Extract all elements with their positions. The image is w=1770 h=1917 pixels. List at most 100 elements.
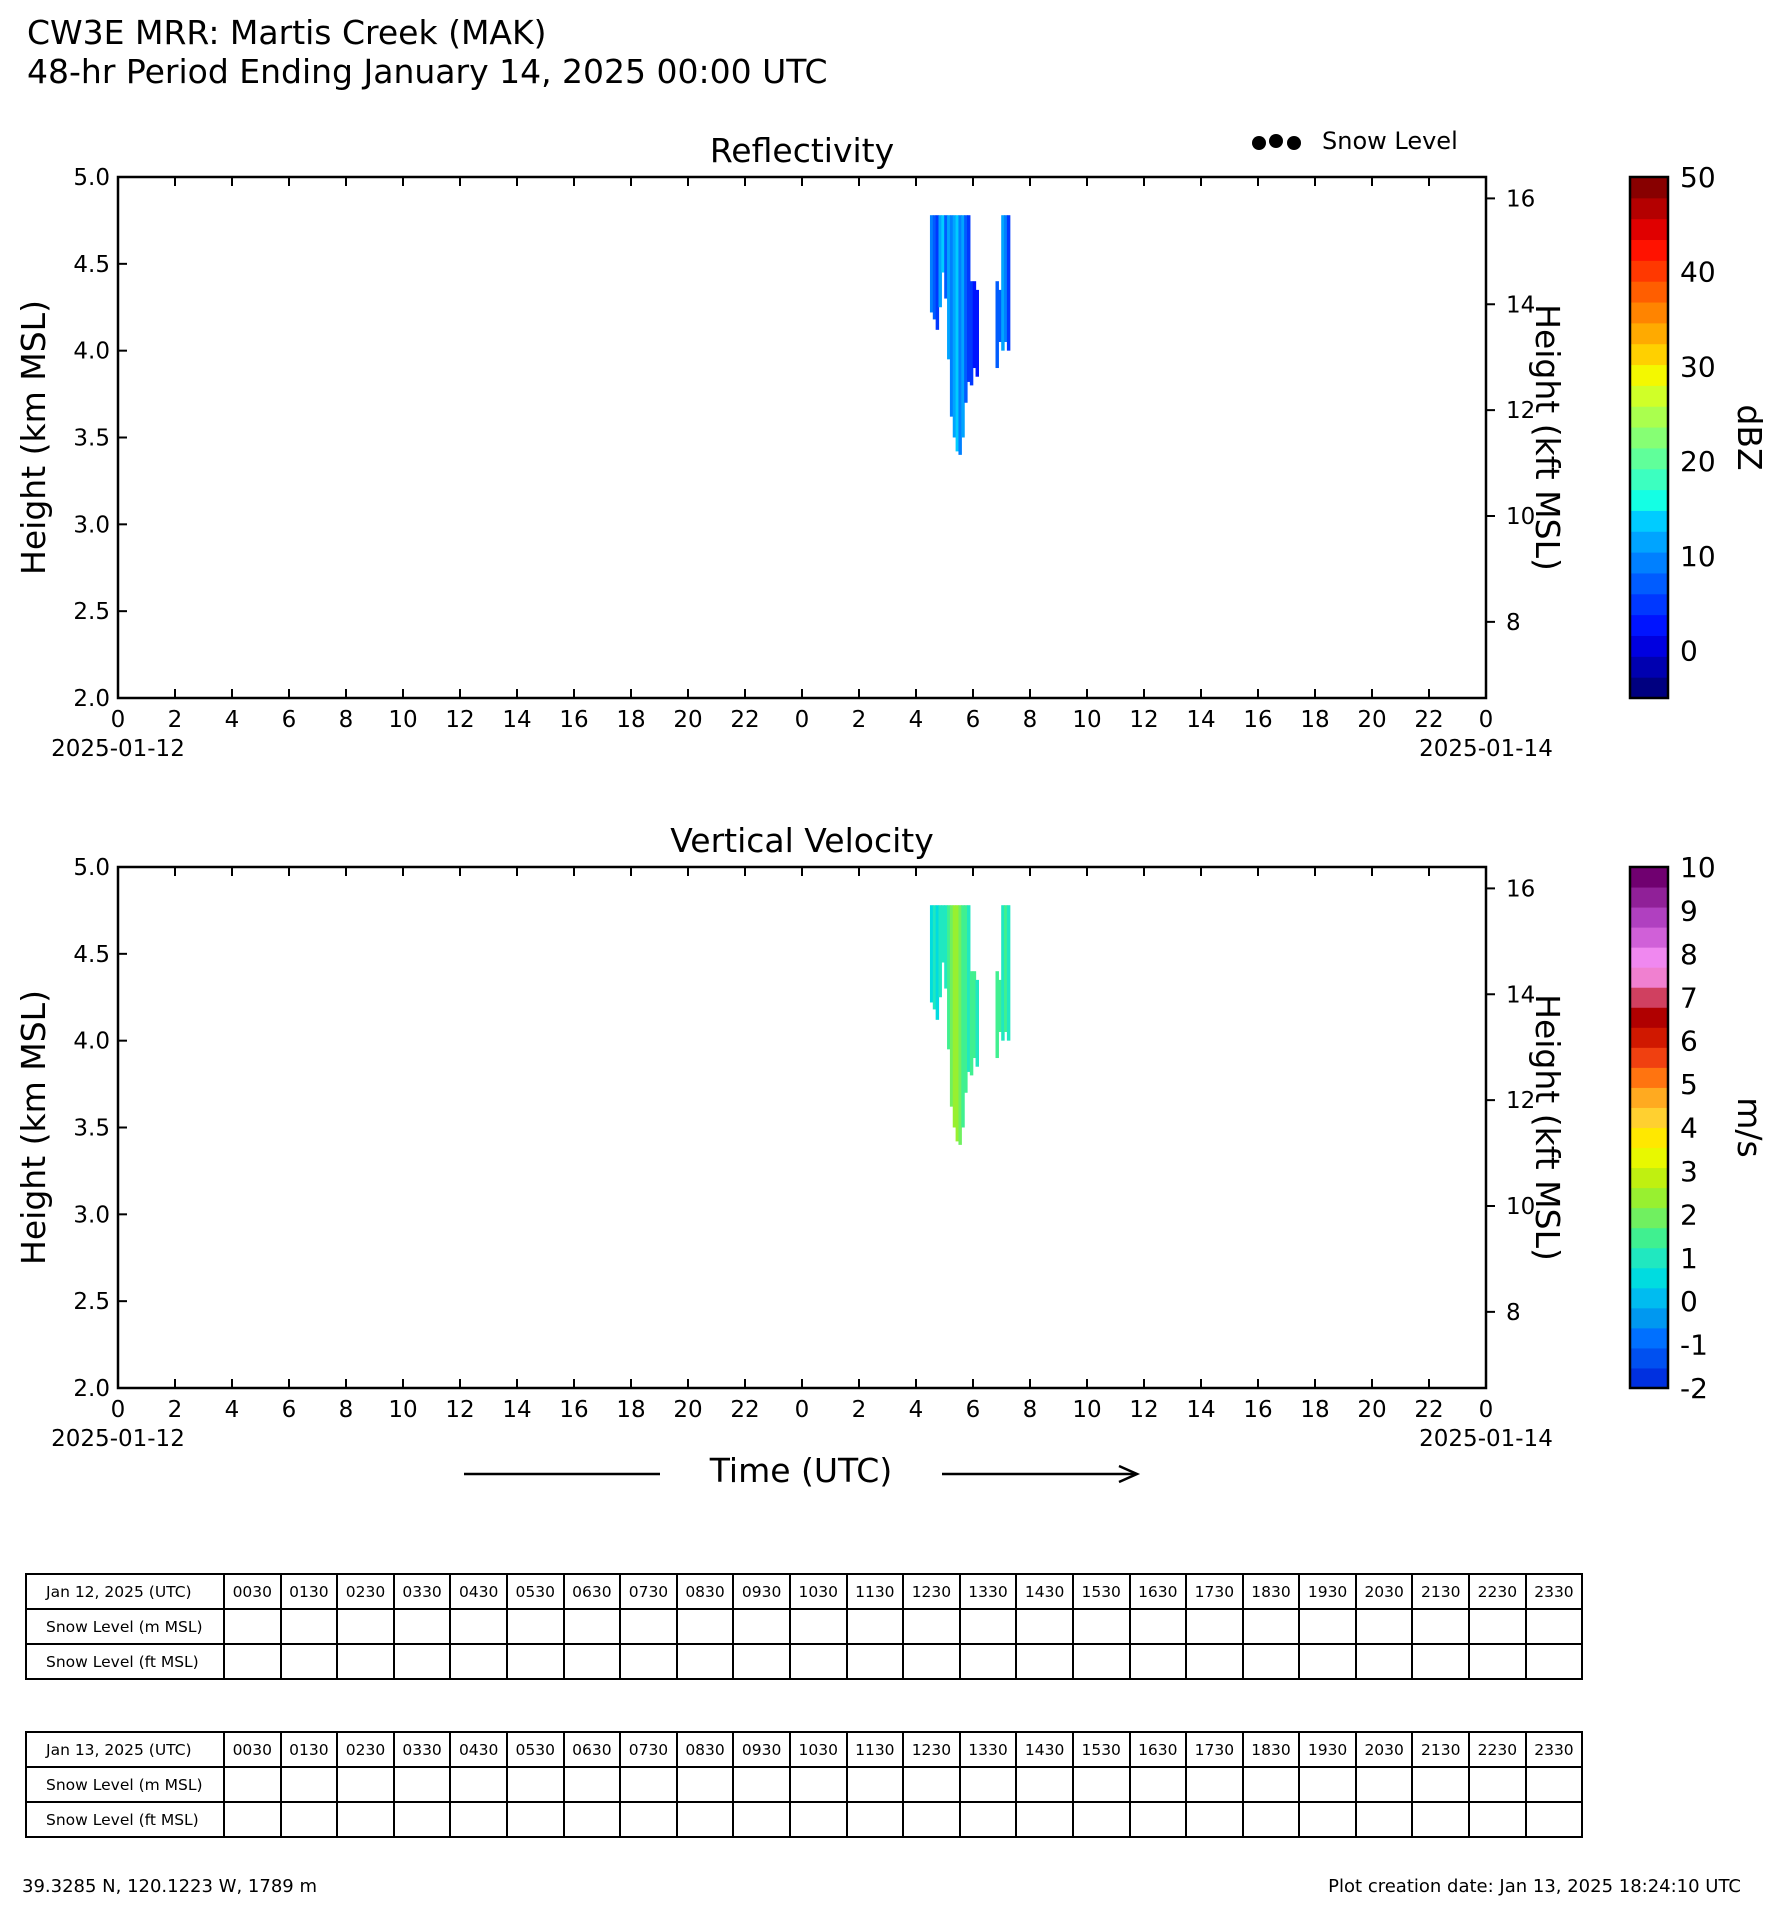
- x-tick-label: 20: [1357, 1397, 1386, 1423]
- table-value-cell: [449, 1801, 508, 1838]
- table-time-cell: 1030: [788, 1731, 848, 1768]
- table-time-cell: 0130: [279, 1573, 339, 1610]
- echo-column: [952, 215, 957, 438]
- table-row: Snow Level (m MSL): [25, 1766, 1584, 1803]
- colorbar-segment: [1630, 510, 1668, 532]
- colorbar-tick-label: -2: [1680, 1372, 1708, 1405]
- echo-column: [1001, 215, 1005, 351]
- colorbar-segment: [1630, 1087, 1668, 1108]
- table-time-cell: 0730: [619, 1573, 678, 1610]
- table-row: Snow Level (ft MSL): [25, 1643, 1584, 1680]
- echo-column: [944, 215, 948, 299]
- echo-column: [941, 905, 945, 963]
- table-header-row: Jan 13, 2025 (UTC) 0030 0130 0230 0330 0430 05…: [25, 1731, 1584, 1768]
- table-value-cell: [1015, 1643, 1074, 1680]
- table-value-cell: [1128, 1801, 1188, 1838]
- arrow-right-icon: [1118, 1464, 1141, 1484]
- reflectivity-panel: Reflectivity 2.0 2.5 3.0 3.5 4.0 4.5 5.0 8 10 12 14…: [14, 131, 1769, 762]
- colorbar-segment: [1630, 322, 1668, 345]
- table-value-cell: [1354, 1766, 1414, 1803]
- table-time-cell: 1630: [1128, 1731, 1188, 1768]
- x-tick-label: 2: [852, 707, 867, 733]
- colorbar-segment: [1630, 887, 1668, 908]
- echo-column: [929, 215, 934, 313]
- table-value-cell: [958, 1643, 1018, 1680]
- table-time-cell: 0930: [732, 1573, 791, 1610]
- table-time-cell: 2330: [1524, 1731, 1584, 1768]
- table-time-cell: 1230: [902, 1731, 961, 1768]
- snow-level-legend-label: Snow Level: [1322, 127, 1458, 155]
- table-time-cell: 0130: [279, 1731, 339, 1768]
- echo-column: [998, 289, 1002, 342]
- table-value-cell: [902, 1801, 961, 1838]
- table-value-cell: [1298, 1608, 1357, 1645]
- station-location: 39.3285 N, 120.1223 W, 1789 m: [22, 1876, 317, 1897]
- colorbar-frame: [1628, 865, 1670, 1390]
- y-tick-label: 2.0: [73, 686, 110, 712]
- table-value-cell: [732, 1801, 791, 1838]
- table-value-cell: [392, 1643, 452, 1680]
- echo-column: [995, 281, 999, 369]
- colorbar-segment: [1630, 1187, 1668, 1209]
- snow-level-table-jan12: Jan 12, 2025 (UTC) 0030 0130 0230 0330 0430 05…: [25, 1573, 1584, 1680]
- table-time-cell: 1430: [1015, 1573, 1074, 1610]
- table-value-cell: [392, 1801, 452, 1838]
- table-time-cell: 1330: [958, 1573, 1018, 1610]
- echo-column: [947, 905, 951, 1050]
- table-value-cell: [1071, 1643, 1131, 1680]
- colorbar-segment: [1630, 1167, 1668, 1189]
- colorbar-segment: [1630, 239, 1668, 261]
- y-tick-label: 2.5: [73, 599, 110, 625]
- table-time-cell: 1930: [1298, 1731, 1357, 1768]
- colorbar-segment: [1630, 987, 1668, 1008]
- echo-column: [958, 215, 962, 455]
- colorbar-tick-label: 5: [1680, 1068, 1698, 1101]
- y-right-tick-label: 14: [1506, 292, 1535, 318]
- y-right-tick-label: 8: [1506, 1300, 1521, 1326]
- table-value-cell: [1411, 1766, 1471, 1803]
- colorbar-segment: [1630, 967, 1668, 988]
- table-value-cell: [1185, 1801, 1244, 1838]
- x-tick-label: 10: [1072, 1397, 1101, 1423]
- table-time-cell: 2130: [1411, 1731, 1471, 1768]
- title-line-1: CW3E MRR: Martis Creek (MAK): [27, 13, 547, 52]
- y-tick-label: 5.0: [73, 855, 110, 881]
- colorbar-segment: [1630, 1307, 1668, 1329]
- table-time-cell: 0830: [675, 1731, 735, 1768]
- echo-column: [947, 215, 951, 360]
- table-value-cell: [562, 1643, 622, 1680]
- x-tick-label: 16: [1243, 1397, 1272, 1423]
- x-tick-label: 14: [1186, 707, 1215, 733]
- table-value-cell: [619, 1801, 678, 1838]
- table-time-cell: 0830: [675, 1573, 735, 1610]
- table-value-cell: [1468, 1608, 1527, 1645]
- x-tick-label: 20: [673, 1397, 702, 1423]
- table-time-cell: 0030: [223, 1731, 282, 1768]
- x-date-start: 2025-01-12: [51, 1426, 185, 1452]
- echo-column: [1006, 215, 1011, 351]
- table-value-cell: [1185, 1766, 1244, 1803]
- table-value-cell: [449, 1766, 508, 1803]
- colorbar-tick-label: 50: [1680, 161, 1716, 194]
- y-tick-label: 4.5: [73, 252, 110, 278]
- table-value-cell: [675, 1643, 735, 1680]
- colorbar-label: dBZ: [1730, 404, 1769, 470]
- snow-level-legend: Snow Level: [1252, 127, 1458, 155]
- table-value-cell: [223, 1766, 282, 1803]
- x-tick-label: 14: [502, 707, 531, 733]
- echo-column: [944, 905, 948, 989]
- y-right-tick-label: 14: [1506, 982, 1535, 1008]
- table-time-cell: 1830: [1241, 1731, 1301, 1768]
- x-tick-label: 16: [559, 707, 588, 733]
- table-time-cell: 0430: [449, 1573, 508, 1610]
- table-value-cell: [1411, 1643, 1471, 1680]
- echo-column: [972, 971, 977, 1059]
- table-value-cell: [958, 1766, 1018, 1803]
- table-value-cell: [392, 1766, 452, 1803]
- colorbar-frame: [1628, 175, 1670, 700]
- table-value-cell: [788, 1801, 848, 1838]
- table-date-label: Jan 12, 2025 (UTC): [25, 1573, 225, 1610]
- table-value-cell: [1241, 1766, 1301, 1803]
- colorbar-tick-label: 8: [1680, 938, 1698, 971]
- table-time-cell: 1130: [845, 1731, 905, 1768]
